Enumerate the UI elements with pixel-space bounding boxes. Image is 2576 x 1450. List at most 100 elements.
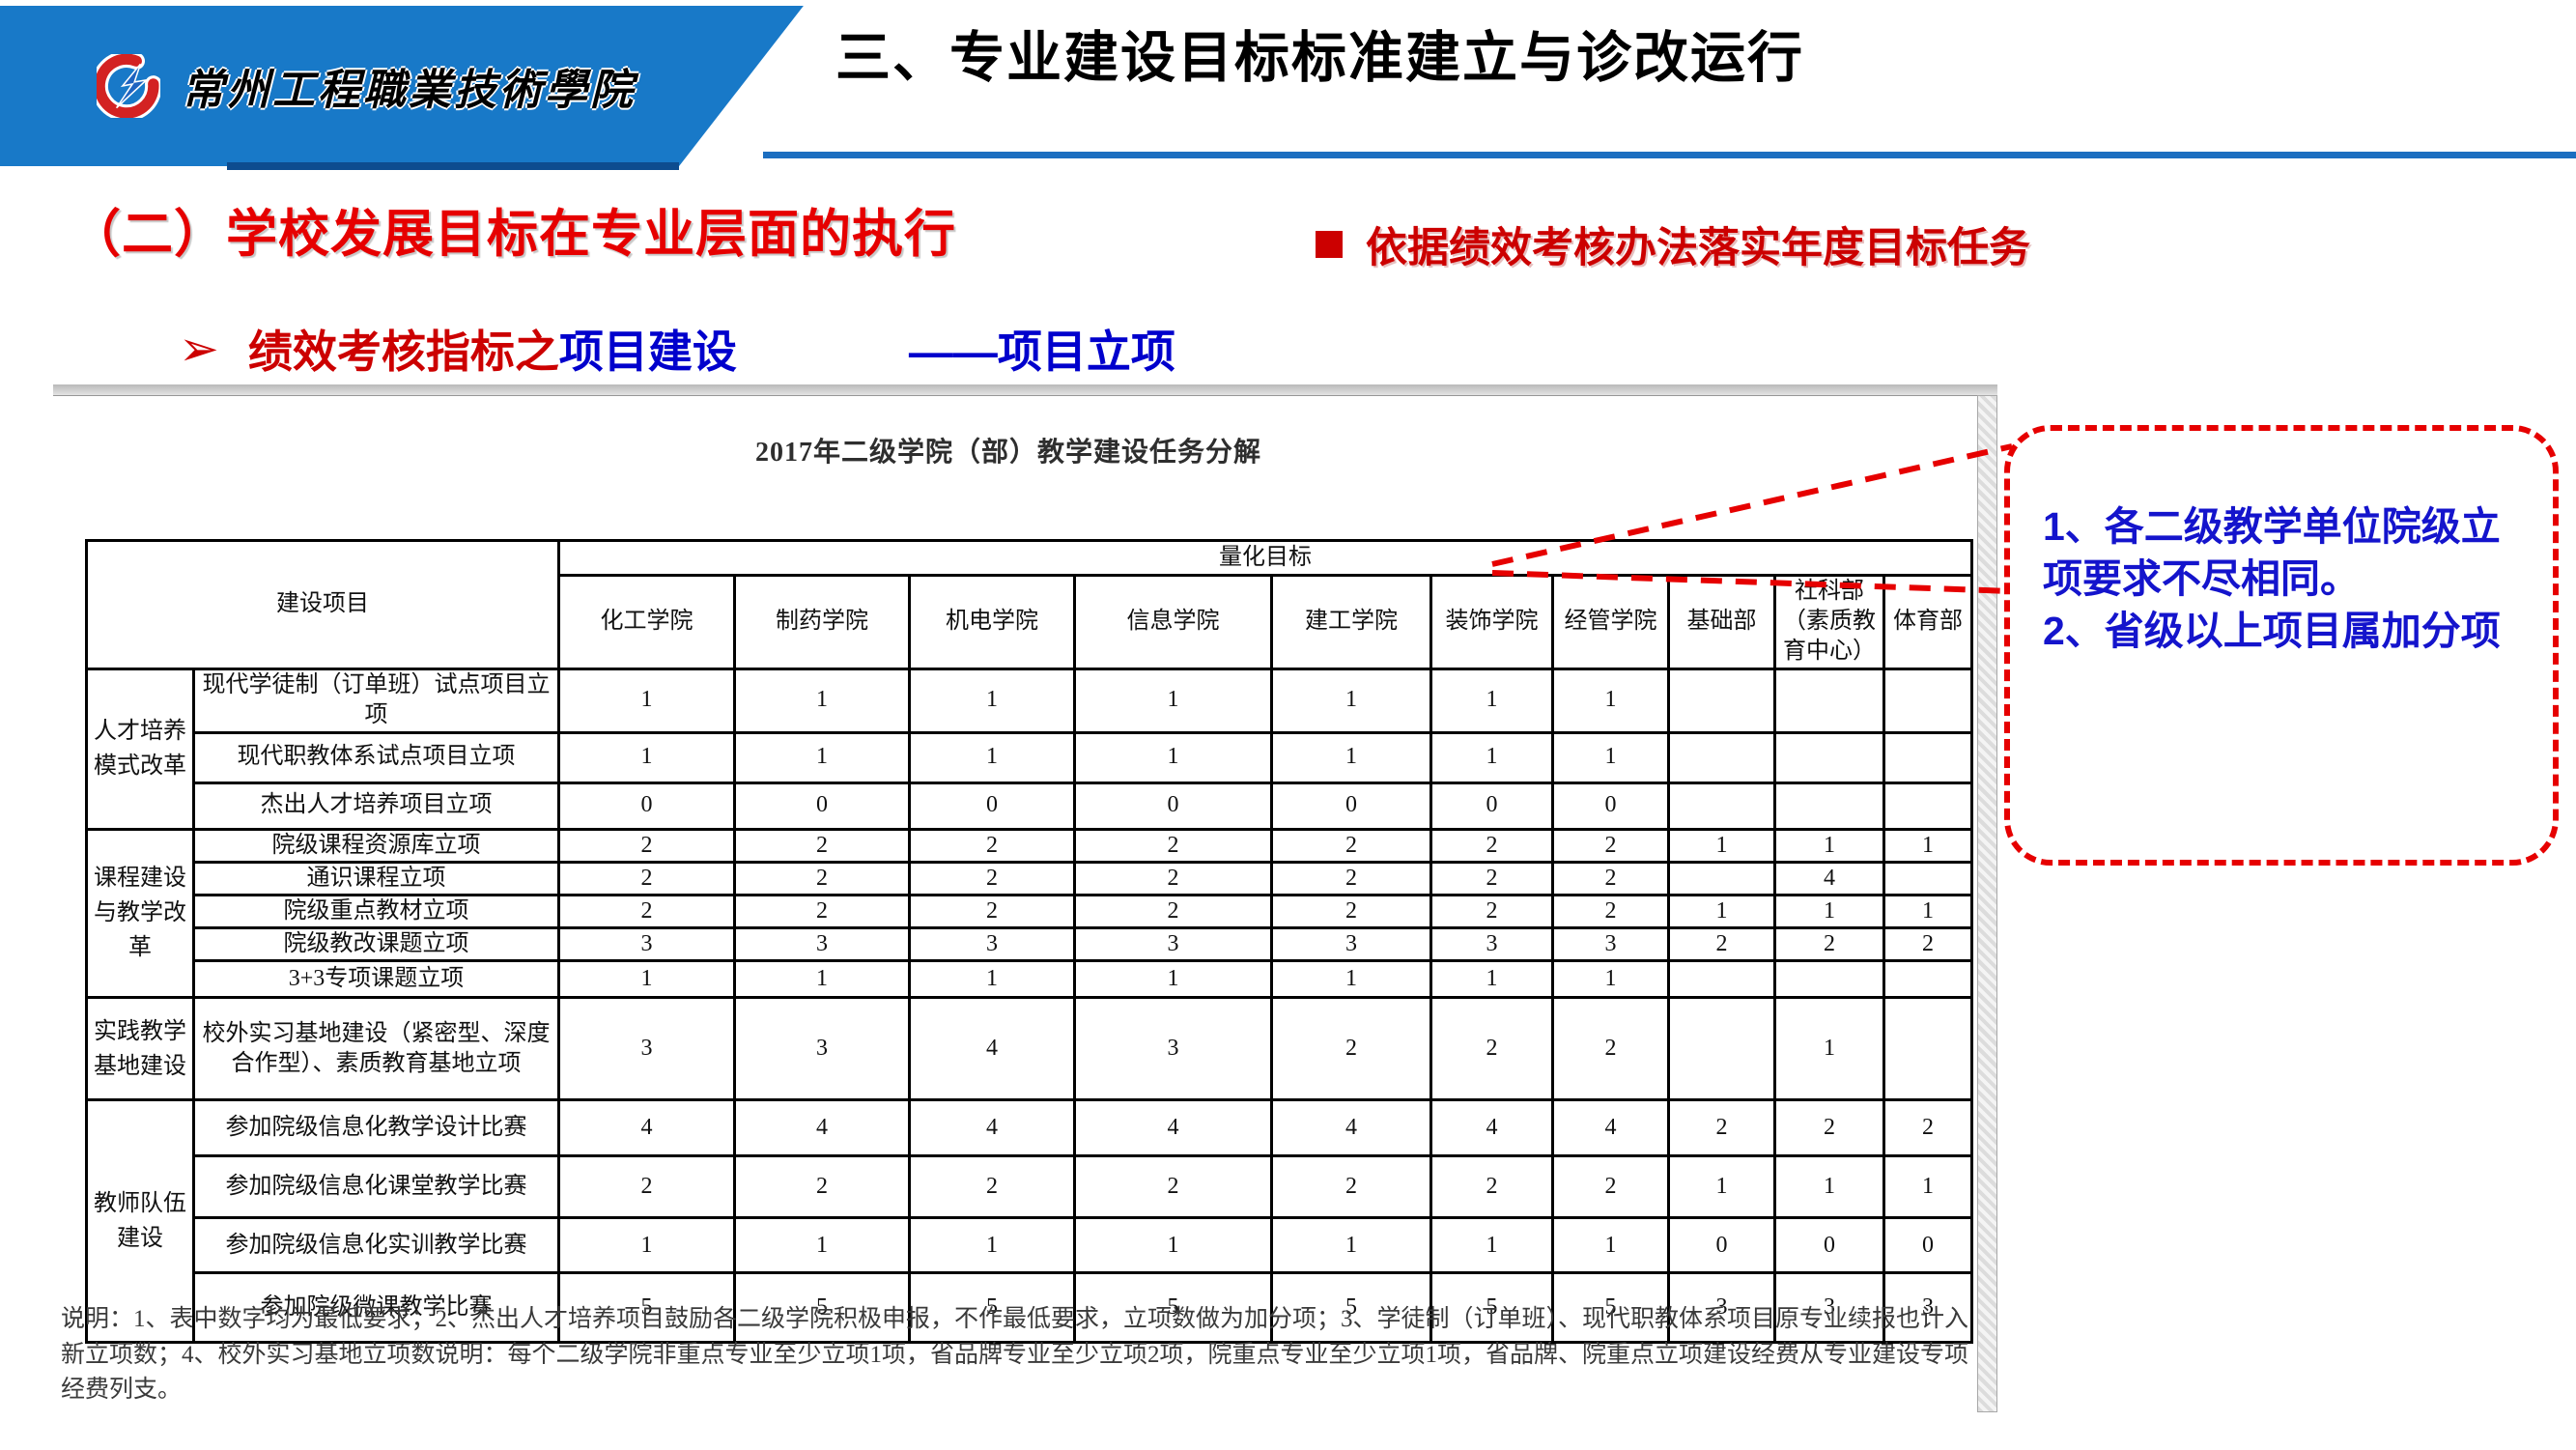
project-label-cell: 参加院级信息化课堂教学比赛: [192, 1154, 560, 1220]
value-cell: 1: [1073, 667, 1273, 734]
value-cell: [1667, 730, 1776, 784]
value-cell: 1: [1667, 827, 1776, 864]
value-cell: 2: [1270, 1154, 1432, 1220]
value-cell: 1: [1551, 1216, 1670, 1275]
school-name: 常州工程職業技術學院: [182, 67, 636, 114]
value-cell: 3: [1667, 1271, 1776, 1345]
value-cell: 1: [1270, 667, 1432, 734]
value-cell: 4: [557, 1098, 736, 1158]
value-cell: 2: [1270, 893, 1432, 930]
header-cell-college: 机电学院: [908, 574, 1076, 670]
project-label-cell: 参加院级微课教学比赛: [192, 1271, 560, 1345]
value-cell: [1773, 959, 1885, 1000]
value-cell: 2: [1773, 1098, 1885, 1158]
arrow-bullet-icon: ➢: [179, 322, 219, 376]
value-cell: 0: [1551, 781, 1670, 831]
project-label-cell: 参加院级信息化教学设计比赛: [192, 1098, 560, 1158]
category-cell: 课程建设与教学改革: [85, 827, 195, 1000]
table-row: 院级教改课题立项 3 3 3 3 3 3 3 2 2 2: [87, 926, 1973, 963]
value-cell: 2: [1270, 860, 1432, 896]
callout-line-2: 2、省级以上项目属加分项: [2043, 609, 2501, 654]
value-cell: 2: [1430, 860, 1554, 896]
value-cell: 4: [908, 996, 1076, 1102]
header-cell-college: 装饰学院: [1430, 574, 1554, 670]
value-cell: 0: [1882, 1216, 1973, 1275]
value-cell: 2: [1667, 1098, 1776, 1158]
header-cell-quantified-goal: 量化目标: [557, 539, 1973, 577]
vertical-scrollbar[interactable]: [1977, 395, 1997, 1412]
value-cell: 2: [1551, 996, 1670, 1102]
table-row: 参加院级信息化课堂教学比赛 2 2 2 2 2 2 2 1 1 1: [87, 1154, 1973, 1220]
value-cell: 1: [1667, 1154, 1776, 1220]
project-label-cell: 3+3专项课题立项: [192, 959, 560, 1000]
document-panel: 2017年二级学院（部）教学建设任务分解 建设项目 量化目标 化工学院 制药学院 机电学…: [53, 384, 1997, 1412]
value-cell: 1: [1073, 1216, 1273, 1275]
value-cell: 2: [1882, 926, 1973, 963]
value-cell: [1882, 860, 1973, 896]
value-cell: 1: [1882, 827, 1973, 864]
value-cell: 2: [557, 827, 736, 864]
value-cell: 0: [1430, 781, 1554, 831]
table-row: 现代职教体系试点项目立项 1 1 1 1 1 1 1: [87, 730, 1973, 784]
value-cell: 2: [1270, 996, 1432, 1102]
value-cell: [1882, 996, 1973, 1102]
value-cell: 1: [908, 667, 1076, 734]
value-cell: [1667, 959, 1776, 1000]
value-cell: 1: [1882, 893, 1973, 930]
indicator-dash-text: ——项目立项: [908, 327, 1175, 377]
header-cell-college: 经管学院: [1551, 574, 1670, 670]
value-cell: 0: [557, 781, 736, 831]
project-label-cell: 杰出人才培养项目立项: [192, 781, 560, 831]
project-label-cell: 参加院级信息化实训教学比赛: [192, 1216, 560, 1275]
value-cell: 2: [1551, 1154, 1670, 1220]
value-cell: 4: [733, 1098, 911, 1158]
banner-shadow-strip: [227, 162, 679, 170]
header-banner: 常州工程職業技術學院: [0, 6, 804, 166]
value-cell: 2: [1773, 926, 1885, 963]
header-cell-college: 基础部: [1667, 574, 1776, 670]
value-cell: 3: [1073, 996, 1273, 1102]
value-cell: 4: [1430, 1098, 1554, 1158]
indicator-blue-text: 项目建设: [558, 327, 737, 377]
value-cell: 1: [1773, 1154, 1885, 1220]
category-cell: 教师队伍建设: [85, 1098, 195, 1345]
value-cell: [1773, 781, 1885, 831]
callout-line-1: 1、各二级教学单位院级立项要求不尽相同。: [2043, 504, 2501, 602]
value-cell: 2: [1430, 996, 1554, 1102]
value-cell: 2: [908, 860, 1076, 896]
value-cell: 4: [1073, 1098, 1273, 1158]
project-label-cell: 院级重点教材立项: [192, 893, 560, 930]
value-cell: 1: [1270, 730, 1432, 784]
table-row: 参加院级微课教学比赛 5 5 5 5 5 5 5 3 3 3: [87, 1271, 1973, 1345]
value-cell: [1667, 667, 1776, 734]
value-cell: [1882, 781, 1973, 831]
value-cell: 1: [733, 730, 911, 784]
value-cell: 1: [733, 667, 911, 734]
annual-task-text: 依据绩效考核办法落实年度目标任务: [1366, 225, 2030, 271]
value-cell: 5: [733, 1271, 911, 1345]
annual-task-bullet: 依据绩效考核办法落实年度目标任务: [1316, 214, 2030, 274]
value-cell: 1: [1667, 893, 1776, 930]
section-heading: （二）学校发展目标在专业层面的执行: [70, 206, 956, 263]
table-title: 2017年二级学院（部）教学建设任务分解: [754, 438, 1261, 468]
value-cell: 3: [1430, 926, 1554, 963]
value-cell: 1: [557, 959, 736, 1000]
value-cell: 2: [1430, 1154, 1554, 1220]
value-cell: 2: [1551, 860, 1670, 896]
value-cell: 5: [1430, 1271, 1554, 1345]
value-cell: 3: [557, 926, 736, 963]
value-cell: 1: [733, 1216, 911, 1275]
value-cell: 1: [1551, 667, 1670, 734]
value-cell: 0: [1270, 781, 1432, 831]
value-cell: 1: [1551, 730, 1670, 784]
table-row: 人才培养模式改革 现代学徒制（订单班）试点项目立项 1 1 1 1 1 1 1: [85, 667, 1973, 831]
value-cell: 0: [908, 781, 1076, 831]
value-cell: 0: [1073, 781, 1273, 831]
table-row: 院级重点教材立项 2 2 2 2 2 2 2 1 1 1: [87, 893, 1973, 930]
value-cell: 3: [908, 926, 1076, 963]
value-cell: 1: [908, 730, 1076, 784]
value-cell: 2: [557, 1154, 736, 1220]
value-cell: [1667, 781, 1776, 831]
value-cell: 1: [1882, 1154, 1973, 1220]
